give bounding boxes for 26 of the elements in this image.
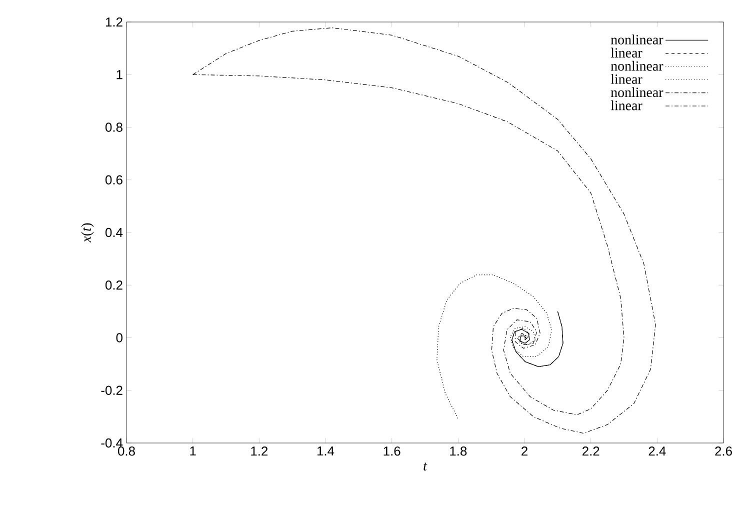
legend-label: linear [610, 100, 642, 110]
y-tick-label: 0 [116, 333, 122, 342]
x-tick-label: 2.2 [582, 446, 600, 456]
x-tick-label: 2.6 [715, 446, 732, 456]
x-tick-label: 1 [190, 446, 196, 456]
x-tick-label: 1.2 [251, 446, 268, 456]
y-tick-label: 1 [116, 70, 122, 80]
x-tick-label: 2.4 [648, 446, 666, 456]
legend-label: nonlinear [610, 87, 664, 98]
y-tick-label: 1.2 [106, 17, 122, 27]
x-axis-title: t [424, 462, 428, 471]
y-tick-label: 0.6 [105, 175, 122, 184]
legend-label: linear [610, 74, 642, 84]
legend-label: linear [610, 48, 642, 58]
y-tick-label: -0.4 [101, 438, 123, 448]
x-tick-label: 1.6 [384, 446, 400, 456]
x-tick-label: 1.4 [317, 446, 334, 456]
y-tick-label: 0.2 [105, 280, 122, 290]
x-tick-label: 1.8 [450, 446, 467, 456]
y-tick-label: 0.8 [105, 122, 122, 132]
x-tick-label: 2 [522, 446, 528, 456]
y-tick-label: -0.2 [101, 386, 122, 395]
y-axis-title: x(t) [81, 223, 94, 242]
legend-label: nonlinear [610, 34, 664, 44]
legend-label: nonlinear [610, 60, 664, 71]
y-tick-label: 0.4 [105, 228, 123, 238]
